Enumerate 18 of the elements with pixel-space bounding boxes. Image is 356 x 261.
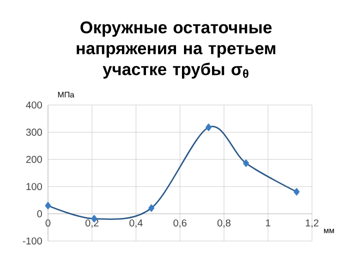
point bbox=[148, 204, 154, 212]
y-tick-label: 400 bbox=[26, 101, 42, 109]
y-tick-label: -100 bbox=[22, 237, 42, 245]
chart-title: Окружные остаточные напряжения на третьем участке трубы σ$_{θ}$ bbox=[76, 21, 276, 79]
point bbox=[243, 160, 249, 167]
x-tick-label: 0 bbox=[46, 219, 50, 226]
y-tick-label: 100 bbox=[26, 183, 42, 190]
point bbox=[294, 188, 300, 196]
point bbox=[45, 202, 51, 210]
x-tick-label: 0,4 bbox=[129, 219, 143, 228]
x-tick-label: 0,6 bbox=[173, 219, 186, 228]
y-tick-label: 300 bbox=[26, 128, 42, 136]
x-tick-label: 1 bbox=[266, 219, 270, 226]
x-tick-label: 0,8 bbox=[217, 219, 230, 228]
x-tick-label: 1,2 bbox=[306, 219, 318, 228]
point bbox=[206, 124, 212, 131]
y-tick-label: 200 bbox=[26, 156, 42, 163]
y-tick-label: 0 bbox=[37, 210, 42, 218]
